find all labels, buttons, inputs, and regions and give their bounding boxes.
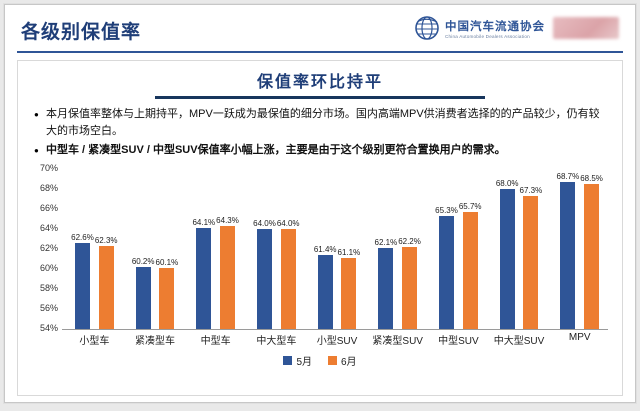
bar-value-label: 65.3%: [435, 206, 458, 216]
legend-swatch: [283, 356, 293, 366]
bar-5月: [439, 216, 455, 330]
legend-label: 5月: [296, 357, 312, 369]
bar-group: 64.1% 64.3% 中型车: [185, 169, 246, 347]
x-tick-label: 中型车: [200, 336, 231, 348]
bar-value-label: 62.2%: [398, 237, 421, 247]
y-tick-label: 60%: [39, 263, 58, 274]
page-title: 各级别保值率: [21, 22, 142, 43]
y-tick-label: 66%: [39, 203, 58, 214]
logo-en-text: China Automobile Dealers Association: [445, 33, 530, 39]
bar-5月: [499, 189, 515, 330]
bar-6月: [280, 229, 296, 330]
header: 各级别保值率 中国汽车流通协会 China Automobile Dealers…: [5, 5, 635, 44]
bar-6月: [584, 184, 600, 330]
bar-value-label: 68.5%: [580, 174, 603, 184]
bar-group: 60.2% 60.1% 紧凑型车: [125, 169, 186, 347]
bar-group: 62.1% 62.2% 紧凑型SUV: [367, 169, 428, 347]
bar-group: 62.6% 62.3% 小型车: [64, 169, 125, 347]
bar-group: 61.4% 61.1% 小型SUV: [307, 169, 368, 347]
bar-groups: 62.6% 62.3% 小型车 60.2% 60.1% 紧凑型车 64.1% 64.3% 中型车…: [64, 169, 610, 347]
bar-value-label: 62.3%: [94, 236, 118, 246]
bar-group: 64.0% 64.0% 中大型车: [246, 169, 307, 347]
bar-group: 68.7% 68.5% MPV: [549, 169, 610, 347]
y-tick-label: 68%: [39, 183, 58, 194]
bar-6月: [341, 258, 357, 330]
bar-5月: [135, 267, 151, 330]
x-tick-label: 紧凑型SUV: [372, 336, 423, 348]
x-tick-label: 小型车: [79, 336, 110, 348]
content-panel: 保值率环比持平 ● 本月保值率整体与上期持平，MPV一跃成为最保值的细分市场。国内…: [17, 60, 623, 396]
y-tick-label: 64%: [39, 223, 58, 234]
y-axis: 54% 56% 58% 60% 62% 64% 66% 68% 70%: [30, 163, 64, 333]
globe-logo-icon: [414, 15, 440, 41]
bar-5月: [378, 248, 394, 330]
bar-value-label: 64.0%: [276, 219, 300, 229]
bar-5月: [560, 182, 576, 330]
bar-6月: [98, 246, 114, 330]
x-tick-label: 中大型SUV: [493, 336, 545, 348]
slide: 各级别保值率 中国汽车流通协会 China Automobile Dealers…: [4, 4, 636, 403]
bar-value-label: 67.3%: [519, 186, 543, 196]
bar-6月: [159, 268, 175, 330]
y-tick-label: 56%: [39, 303, 58, 314]
header-divider: [17, 51, 623, 53]
y-tick-label: 58%: [39, 283, 58, 294]
bar-value-label: 61.4%: [313, 245, 337, 255]
bar-6月: [523, 196, 539, 330]
bar-6月: [402, 247, 418, 330]
y-tick-label: 62%: [39, 243, 58, 254]
bar-value-label: 62.1%: [374, 238, 398, 248]
bullet-item: ● 中型车 / 紧凑型SUV / 中型SUV保值率小幅上涨，主要是由于这个级别更符…: [32, 142, 608, 159]
bar-value-label: 64.0%: [253, 219, 276, 229]
bar-value-label: 61.1%: [337, 248, 361, 258]
chart-title: 保值率环比持平: [256, 74, 383, 91]
bar-5月: [317, 255, 333, 330]
bullet-dot-icon: ●: [34, 146, 39, 156]
bar-5月: [196, 228, 212, 330]
x-tick-label: MPV: [568, 332, 591, 344]
bar-value-label: 65.7%: [458, 202, 482, 212]
bullet-dot-icon: ●: [34, 110, 39, 119]
x-tick-label: 小型SUV: [316, 336, 358, 348]
bar-group: 65.3% 65.7% 中型SUV: [428, 169, 489, 347]
bar-value-label: 62.6%: [71, 233, 94, 243]
legend-label: 6月: [341, 357, 357, 369]
logo-cn-text: 中国汽车流通协会: [445, 20, 545, 33]
header-right: 中国汽车流通协会 China Automobile Dealers Associ…: [414, 15, 619, 41]
chart-legend: 5月 6月: [28, 353, 612, 368]
y-tick-label: 54%: [39, 323, 58, 334]
bar-value-label: 68.0%: [495, 179, 519, 189]
bullet-item: ● 本月保值率整体与上期持平，MPV一跃成为最保值的细分市场。国内高端MPV供消费…: [34, 108, 600, 138]
bar-group: 68.0% 67.3% 中大型SUV: [489, 169, 550, 347]
x-tick-label: 中大型车: [256, 336, 297, 348]
legend-swatch: [328, 356, 337, 366]
legend-item: 6月: [328, 353, 357, 368]
bar-value-label: 60.2%: [131, 257, 155, 267]
logo-text: 中国汽车流通协会 China Automobile Dealers Associ…: [445, 18, 545, 39]
bar-value-label: 68.7%: [556, 172, 580, 182]
redacted-watermark: [553, 17, 619, 39]
x-tick-label: 中型SUV: [438, 336, 479, 348]
bar-chart: 54% 56% 58% 60% 62% 64% 66% 68% 70% 62.6% 62.3% 小型…: [28, 163, 612, 347]
bar-value-label: 64.1%: [192, 218, 216, 228]
x-axis-line: [62, 329, 608, 331]
bar-value-label: 60.1%: [155, 258, 179, 268]
y-tick-label: 70%: [39, 163, 58, 174]
bar-5月: [257, 229, 272, 330]
x-tick-label: 紧凑型车: [135, 336, 175, 348]
bar-value-label: 64.3%: [216, 216, 239, 226]
bullet-list: ● 本月保值率整体与上期持平，MPV一跃成为最保值的细分市场。国内高端MPV供消费…: [28, 106, 612, 159]
bar-6月: [462, 212, 478, 330]
chart-title-underline: [155, 96, 485, 99]
association-logo: 中国汽车流通协会 China Automobile Dealers Associ…: [414, 15, 545, 41]
bar-5月: [74, 243, 90, 330]
legend-item: 5月: [283, 353, 312, 368]
bar-6月: [220, 226, 236, 330]
